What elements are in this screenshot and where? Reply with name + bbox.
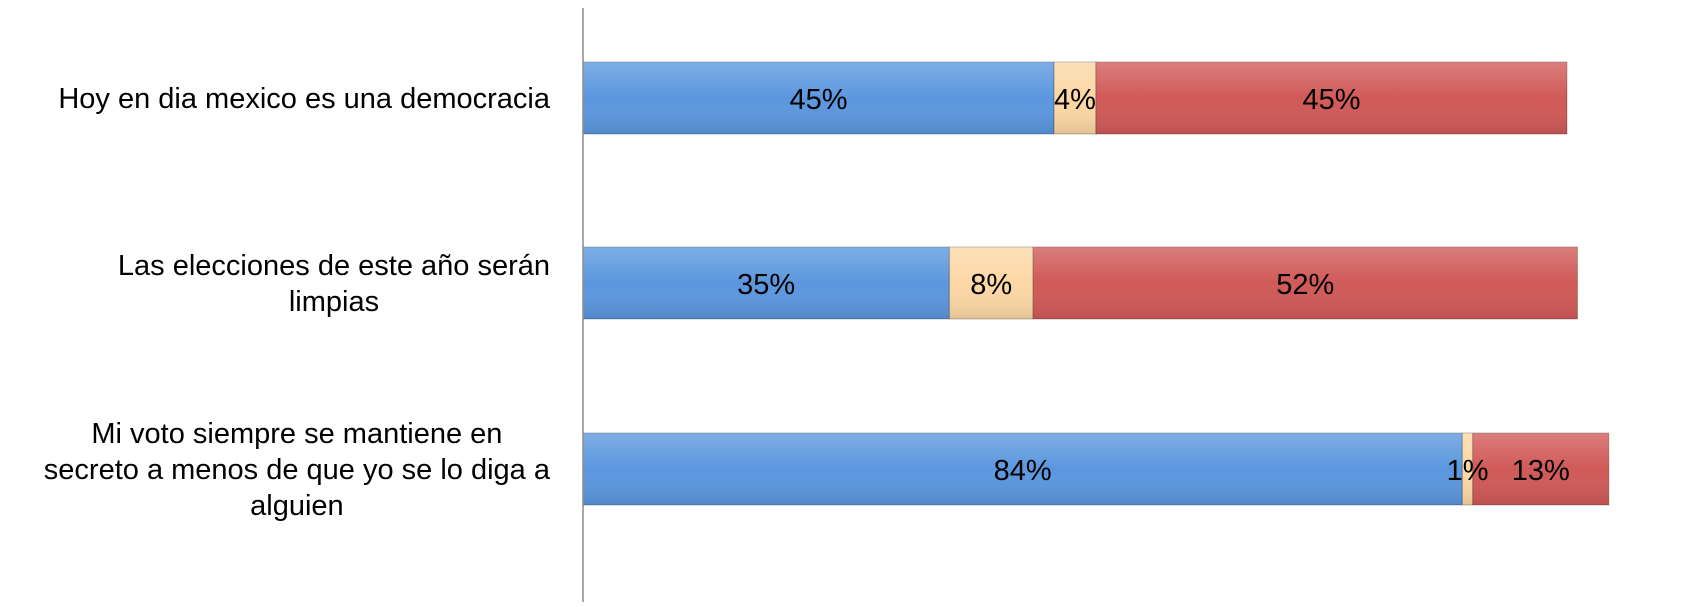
- data-label: 84%: [994, 455, 1052, 487]
- bar-segment-2: [948, 246, 1034, 320]
- category-label: Hoy en dia mexico es una democracia: [58, 83, 551, 115]
- data-label: 13%: [1512, 455, 1570, 487]
- data-label: 35%: [737, 269, 795, 301]
- data-label: 45%: [1302, 84, 1360, 116]
- category-label-line: Las elecciones de este año serán: [118, 250, 550, 282]
- category-label: Mi voto siempre se mantiene en secreto a …: [44, 418, 551, 522]
- data-label: 45%: [790, 84, 848, 116]
- bar-segment-3: [1472, 432, 1610, 506]
- category-label-line: limpias: [289, 286, 379, 318]
- category-label-line: secreto a menos de que yo se lo diga a: [44, 454, 551, 486]
- data-label: 52%: [1276, 269, 1334, 301]
- bar-segment-1: [582, 246, 950, 320]
- category-label-line: Hoy en dia mexico es una democracia: [58, 83, 551, 115]
- category-label: Las elecciones de este año serán limpias: [118, 250, 550, 318]
- category-label-line: Mi voto siempre se mantiene en: [91, 418, 502, 450]
- bar-segment-1: [582, 61, 1055, 135]
- bar-segment-3: [1095, 61, 1568, 135]
- bar-segment-1: [582, 432, 1463, 506]
- data-label: 8%: [970, 269, 1012, 301]
- bar-segment-3: [1032, 246, 1578, 320]
- category-label-line: alguien: [250, 490, 344, 522]
- data-label: 4%: [1054, 84, 1096, 116]
- bar-segment-2: [1053, 61, 1097, 135]
- data-label: 1%: [1447, 455, 1489, 487]
